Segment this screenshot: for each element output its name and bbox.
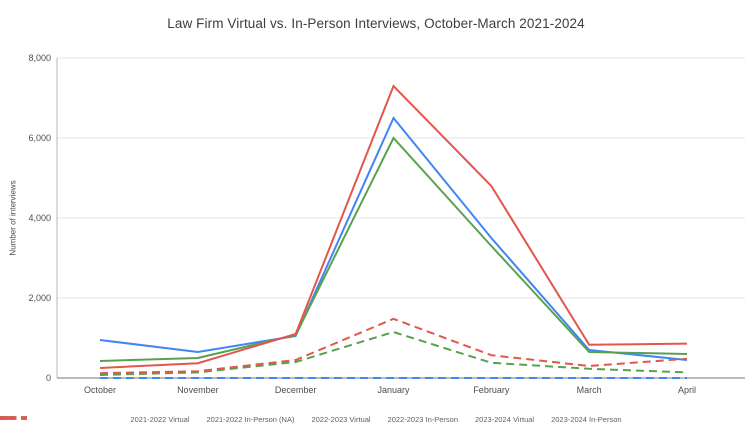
y-tick-label: 6,000	[28, 133, 51, 143]
legend-item: 2023-2024 In-Person	[0, 415, 622, 424]
y-tick-label: 2,000	[28, 293, 51, 303]
legend-label: 2021-2022 In-Person (NA)	[206, 415, 295, 424]
x-tick-label: April	[678, 385, 696, 395]
series-line-2023-2024-in-person	[99, 317, 688, 375]
legend-label: 2023-2024 Virtual	[475, 415, 535, 424]
legend-label: 2021-2022 Virtual	[130, 415, 190, 424]
legend-dashed-line-icon	[0, 416, 28, 420]
y-tick-label: 8,000	[28, 53, 51, 63]
legend-item: 2023-2024 Virtual	[0, 415, 535, 424]
series-line-2021-2022-virtual	[99, 116, 688, 361]
legend-label: 2023-2024 In-Person	[551, 415, 622, 424]
legend-item: 2021-2022 Virtual	[0, 415, 190, 424]
series-line-2022-2023-in-person	[99, 330, 688, 376]
x-tick-label: October	[84, 385, 116, 395]
chart-title: Law Firm Virtual vs. In-Person Interview…	[167, 16, 585, 31]
y-tick-label: 0	[46, 373, 51, 383]
chart-legend: 2021-2022 Virtual 2021-2022 In-Person (NA…	[0, 415, 752, 424]
x-tick-label: January	[377, 385, 410, 395]
x-tick-label: February	[473, 385, 510, 395]
x-tick-label: December	[275, 385, 317, 395]
legend-item: 2021-2022 In-Person (NA)	[0, 415, 295, 424]
y-tick-label: 4,000	[28, 213, 51, 223]
series-line-2023-2024-virtual	[99, 84, 688, 369]
legend-item: 2022-2023 In-Person	[0, 415, 459, 424]
legend-item: 2022-2023 Virtual	[0, 415, 371, 424]
series-line-2022-2023-virtual	[99, 136, 688, 362]
legend-label: 2022-2023 In-Person	[387, 415, 459, 424]
x-tick-label: March	[577, 385, 602, 395]
x-tick-label: November	[177, 385, 219, 395]
legend-label: 2022-2023 Virtual	[311, 415, 371, 424]
